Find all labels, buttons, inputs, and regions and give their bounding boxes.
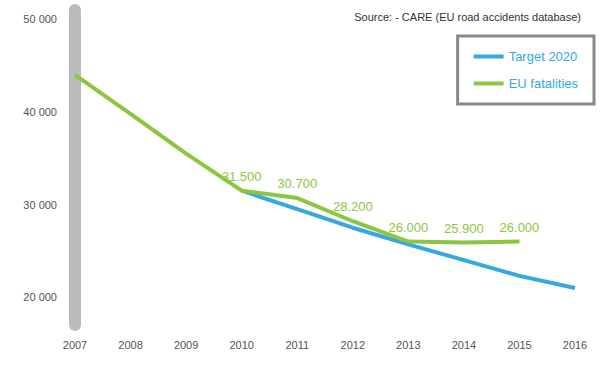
svg-text:2011: 2011 <box>285 339 309 351</box>
svg-text:28.200: 28.200 <box>333 199 373 214</box>
svg-text:25.900: 25.900 <box>444 221 484 236</box>
svg-text:2010: 2010 <box>229 339 253 351</box>
svg-text:2016: 2016 <box>563 339 587 351</box>
svg-text:40 000: 40 000 <box>23 106 57 118</box>
svg-text:Source: - CARE (EU road accide: Source: - CARE (EU road accidents databa… <box>354 11 581 23</box>
svg-text:30 000: 30 000 <box>23 199 57 211</box>
svg-text:EU fatalities: EU fatalities <box>509 76 579 91</box>
svg-text:2015: 2015 <box>507 339 531 351</box>
svg-text:2013: 2013 <box>396 339 420 351</box>
svg-text:2007: 2007 <box>63 339 87 351</box>
svg-text:2008: 2008 <box>118 339 142 351</box>
svg-text:26.000: 26.000 <box>388 220 428 235</box>
svg-text:26.000: 26.000 <box>500 220 540 235</box>
svg-text:50 000: 50 000 <box>23 13 57 25</box>
svg-text:2012: 2012 <box>341 339 365 351</box>
svg-text:31.500: 31.500 <box>222 169 262 184</box>
svg-text:Target 2020: Target 2020 <box>509 49 578 64</box>
svg-text:2014: 2014 <box>452 339 476 351</box>
svg-text:20 000: 20 000 <box>23 291 57 303</box>
svg-text:2009: 2009 <box>174 339 198 351</box>
svg-text:30.700: 30.700 <box>277 176 317 191</box>
